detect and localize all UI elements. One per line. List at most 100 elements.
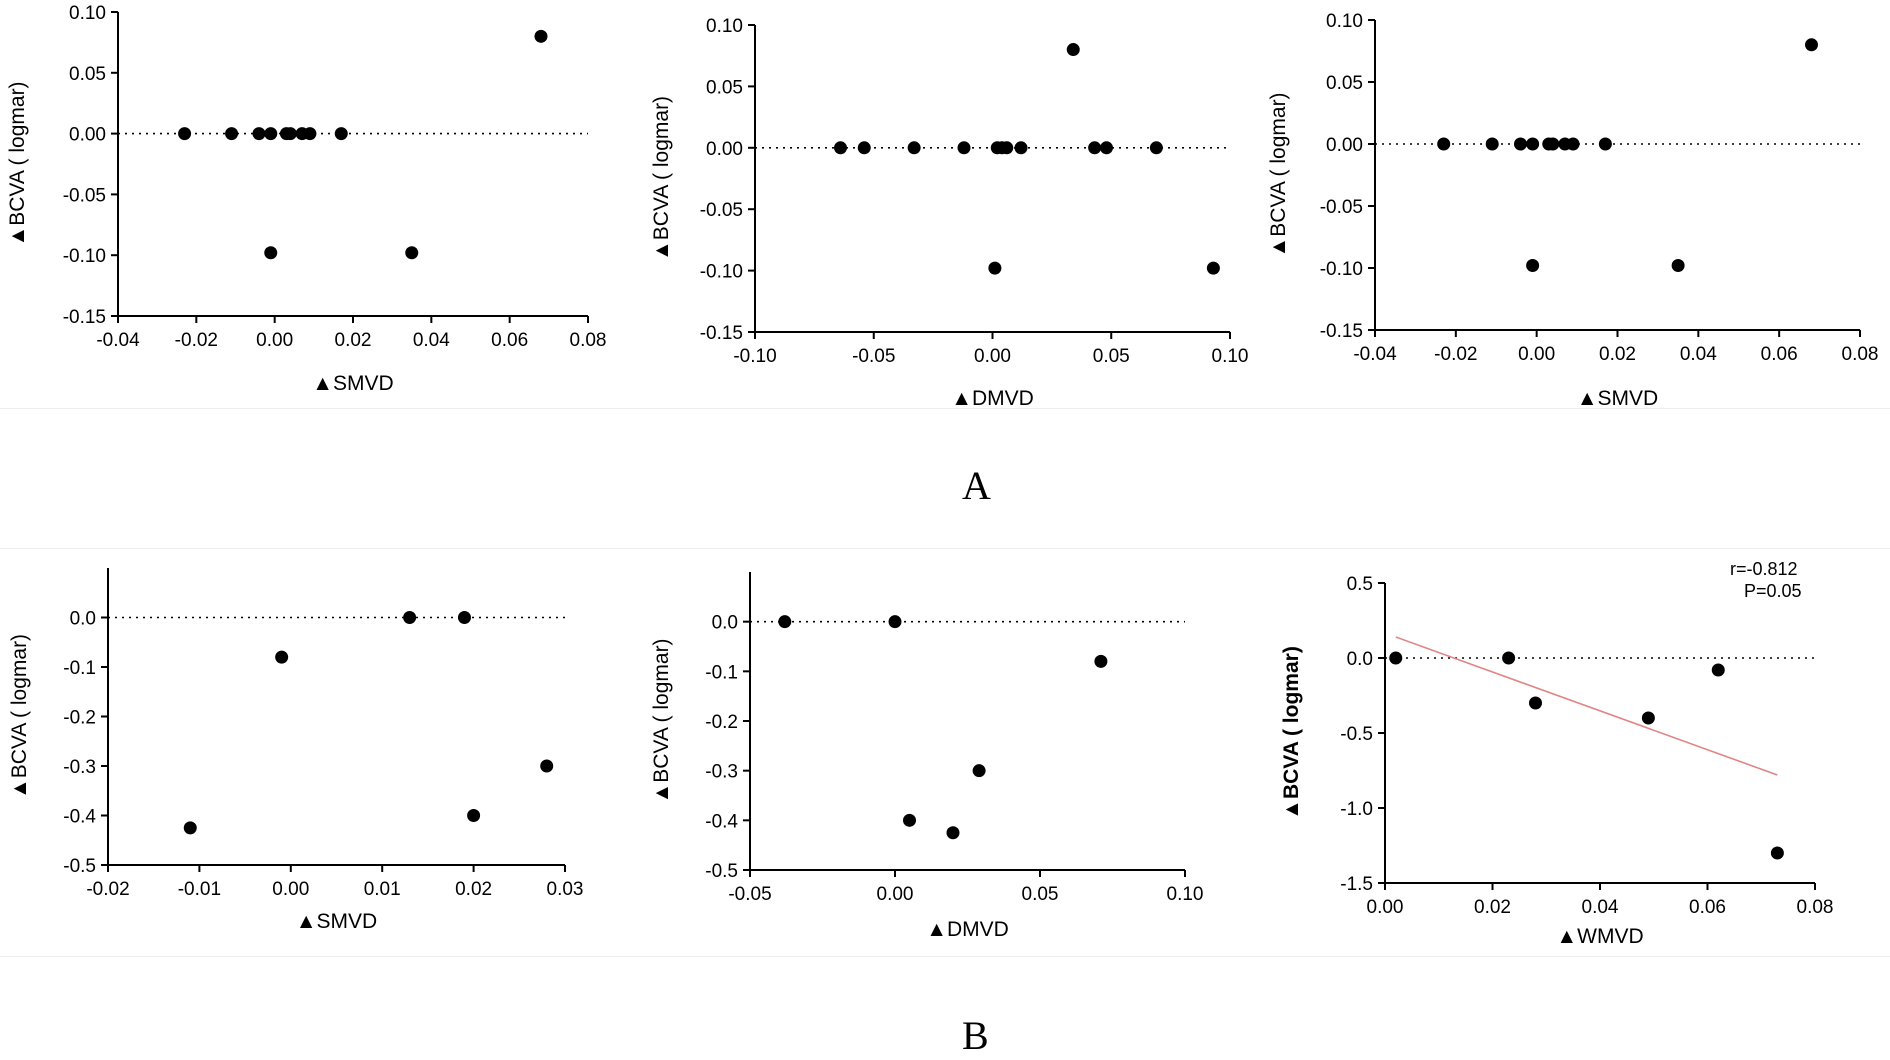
data-point [334, 127, 348, 141]
x-axis-label: ▲SMVD [1577, 387, 1658, 410]
chart-b1: -0.02 -0.01 0.00 0.01 0.02 0.03 -0.5 -0.4 -0.3 -0… [0, 560, 620, 940]
y-axis-label: ▲BCVA ( logmar) [1280, 646, 1303, 820]
x-tick-label: 0.00 [1518, 344, 1555, 365]
data-point [225, 127, 239, 141]
y-tick-label: 0.10 [69, 3, 106, 24]
y-tick-label: 0.00 [1326, 135, 1363, 156]
data-point [1437, 137, 1451, 151]
y-tick-label: -0.4 [63, 807, 96, 828]
y-tick-label: -0.05 [700, 200, 743, 221]
data-point [988, 261, 1002, 275]
y-tick-label: -0.5 [705, 861, 738, 882]
y-tick-label: -1.5 [1340, 874, 1373, 895]
x-tick-label: 0.05 [1022, 884, 1059, 905]
x-axis-label: ▲DMVD [951, 387, 1034, 410]
y-axis-label: ▲BCVA ( logmar) [1267, 92, 1290, 257]
chart-b1-svg: -0.02 -0.01 0.00 0.01 0.02 0.03 -0.5 -0.4 -0.3 -0… [8, 568, 584, 933]
data-point [183, 821, 197, 835]
y-tick-label: -0.15 [700, 323, 743, 344]
data-point [1149, 141, 1163, 155]
x-tick-label: -0.02 [86, 879, 129, 900]
x-axis-label: ▲SMVD [312, 372, 393, 395]
x-tick-label: -0.10 [733, 346, 776, 367]
data-point [1206, 261, 1220, 275]
y-tick-label: -0.05 [1320, 197, 1363, 218]
figure-label-a: A [962, 463, 991, 508]
x-tick-label: -0.05 [728, 884, 771, 905]
y-axis-label: ▲BCVA ( logmar) [8, 634, 31, 799]
x-tick-label: 0.04 [413, 330, 450, 351]
y-tick-label: 0.10 [706, 16, 743, 37]
data-point [540, 759, 554, 773]
y-tick-label: -0.4 [705, 811, 738, 832]
data-point [1805, 38, 1818, 52]
data-point [303, 127, 317, 141]
x-tick-label: -0.05 [852, 346, 895, 367]
y-tick-label: 0.00 [69, 125, 106, 146]
data-point [972, 764, 986, 778]
data-point [252, 127, 266, 141]
y-tick-label: 0.5 [1347, 574, 1373, 595]
data-point [1770, 846, 1784, 860]
data-point [946, 826, 960, 840]
x-tick-label: 0.08 [570, 330, 607, 351]
y-tick-label: 0.0 [1347, 649, 1373, 670]
data-point [178, 127, 192, 141]
y-tick-label: -0.5 [63, 856, 96, 877]
chart-b3-svg: 0.00 0.02 0.04 0.06 0.08 -1.5 -1.0 -0.5 0.0 0.5 ▲W… [1280, 559, 1833, 948]
x-tick-label: 0.05 [1093, 346, 1130, 367]
x-tick-label: -0.04 [96, 330, 140, 351]
y-tick-label: -0.2 [705, 712, 738, 733]
y-tick-label: 0.05 [1326, 73, 1363, 94]
data-point [264, 246, 278, 260]
figure-label-b: B [962, 1013, 989, 1058]
data-point [778, 615, 792, 629]
x-tick-label: 0.04 [1582, 897, 1619, 918]
data-point [888, 615, 902, 629]
x-tick-label: 0.03 [547, 879, 584, 900]
data-point [457, 611, 471, 624]
y-tick-label: 0.0 [70, 609, 96, 630]
x-tick-label: -0.04 [1353, 344, 1397, 365]
data-point [275, 650, 289, 664]
x-tick-label: 0.02 [1599, 344, 1636, 365]
x-tick-label: -0.02 [1434, 344, 1477, 365]
data-point [1641, 711, 1655, 725]
chart-a3-svg: -0.04 -0.02 0.00 0.02 0.04 0.06 0.08 -0.15 -0.10… [1267, 11, 1879, 410]
y-tick-label: -0.1 [63, 658, 96, 679]
data-point [1526, 137, 1540, 151]
data-point [467, 809, 481, 822]
data-point [1546, 137, 1560, 151]
data-point [957, 141, 971, 155]
data-point [1485, 137, 1499, 151]
x-tick-label: 0.06 [491, 330, 528, 351]
chart-a2-svg: -0.10 -0.05 0.00 0.05 0.10-0.15-0.10-0.050.0… [650, 16, 1248, 410]
chart-b2: -0.05 0.00 0.05 0.10 -0.5 -0.4 -0.3 -0.2 -0.1 0.0… [640, 560, 1260, 950]
y-tick-label: -0.2 [63, 708, 96, 729]
x-tick-label: 0.06 [1761, 344, 1798, 365]
chart-a2: -0.10 -0.05 0.00 0.05 0.10 -0.15 -0.10 -0.05 0.0… [640, 0, 1260, 412]
data-point [1094, 654, 1108, 668]
y-axis-label: ▲BCVA ( logmar) [6, 81, 29, 246]
x-tick-label: 0.00 [256, 330, 293, 351]
x-tick-label: 0.00 [974, 346, 1011, 367]
x-tick-label: 0.10 [1167, 884, 1204, 905]
data-point [534, 29, 548, 43]
y-axis-label: ▲BCVA ( logmar) [650, 638, 673, 803]
x-tick-label: 0.08 [1842, 344, 1879, 365]
data-point [857, 141, 871, 155]
panel-separator [0, 956, 1890, 957]
data-point [1000, 141, 1014, 155]
data-point [1671, 259, 1685, 273]
data-point [405, 246, 419, 260]
x-axis-label: ▲WMVD [1556, 925, 1643, 948]
y-tick-label: -0.5 [1340, 724, 1373, 745]
y-tick-label: 0.00 [706, 139, 743, 160]
x-tick-label: -0.01 [178, 879, 221, 900]
x-tick-label: 0.00 [1367, 897, 1404, 918]
x-tick-label: 0.04 [1680, 344, 1717, 365]
data-point [283, 127, 297, 141]
chart-a3: -0.04 -0.02 0.00 0.02 0.04 0.06 0.08 -0.15 -0.10… [1260, 0, 1890, 412]
chart-b2-svg: -0.05 0.00 0.05 0.10 -0.5 -0.4 -0.3 -0.2 -0.1 0.0… [650, 572, 1204, 941]
y-tick-label: 0.05 [706, 77, 743, 98]
